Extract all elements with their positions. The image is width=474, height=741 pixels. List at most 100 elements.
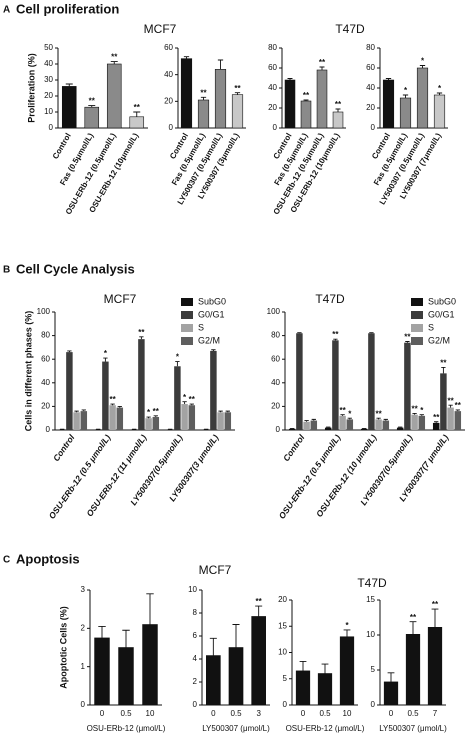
x-tick-label: 3 [256, 709, 261, 718]
x-tick-label: 0.5 [319, 709, 331, 718]
bar [116, 407, 124, 430]
error-bar [146, 416, 151, 419]
error-bar [234, 92, 241, 95]
y-tick-label: 1 [81, 662, 86, 671]
x-tick-label: 7 [433, 709, 438, 718]
bar [433, 94, 446, 129]
significance: ** [432, 600, 439, 609]
significance: ** [375, 409, 382, 418]
significance: ** [433, 413, 440, 422]
bar [66, 352, 73, 430]
bar [303, 421, 310, 430]
error-bar [110, 61, 118, 64]
bar [324, 427, 332, 430]
error-bar [209, 637, 217, 656]
error-bar [255, 605, 263, 617]
bar [138, 339, 145, 430]
x-tick-label: Control [51, 432, 77, 463]
x-tick-label: 0 [100, 709, 105, 718]
bar [94, 637, 110, 706]
error-bar [117, 405, 122, 408]
significance: * [147, 408, 151, 417]
error-bar [385, 78, 392, 80]
error-bar [122, 629, 130, 648]
error-bar [340, 414, 345, 416]
y-tick-label: 0 [49, 123, 54, 132]
error-bar [419, 65, 426, 68]
bar [181, 404, 188, 430]
error-bar [333, 338, 338, 341]
y-tick-label: 40 [271, 378, 280, 387]
bar [382, 420, 390, 430]
cell-line-title: MCF7 [104, 292, 137, 306]
bar [118, 647, 134, 706]
y-tick-label: 0 [283, 700, 288, 709]
y-tick-label: 40 [44, 59, 53, 68]
error-bar [335, 108, 341, 112]
error-bar [182, 401, 187, 405]
y-tick-label: 20 [268, 103, 277, 112]
bar [61, 86, 77, 129]
bar [454, 411, 462, 430]
legend-swatch [181, 311, 193, 319]
error-bar [189, 403, 194, 406]
x-tick-label: Control [51, 132, 73, 161]
error-bar [431, 608, 439, 628]
y-tick-label: 20 [44, 91, 53, 100]
bar [310, 420, 318, 430]
error-bar [217, 59, 224, 70]
y-tick-label: 60 [271, 354, 280, 363]
panel-title: Cell Cycle Analysis [16, 261, 135, 276]
y-tick-label: 20 [366, 103, 375, 112]
significance: ** [89, 97, 96, 106]
error-bar [218, 410, 223, 413]
y-tick-label: 8 [193, 608, 198, 617]
bar [382, 79, 395, 129]
bar [106, 63, 122, 129]
bar [368, 333, 375, 430]
bar [228, 647, 244, 706]
error-bar [183, 56, 190, 59]
bar [332, 111, 344, 129]
bar [152, 417, 160, 430]
panel-letter: C [3, 555, 10, 566]
y-tick-label: 2 [193, 677, 198, 686]
x-tick-label: OSU-ERb-12 (0.5 μmol/L) [47, 433, 113, 521]
y-tick-label: 20 [41, 402, 50, 411]
significance: * [420, 406, 424, 415]
bar [73, 412, 80, 430]
legend-label: G0/G1 [198, 309, 225, 319]
significance: ** [410, 613, 417, 622]
error-bar [398, 426, 403, 428]
error-bar [419, 414, 424, 416]
y-tick-label: 30 [44, 75, 53, 84]
significance: ** [447, 396, 454, 405]
y-tick-label: 10 [278, 648, 287, 657]
significance: ** [256, 597, 263, 606]
x-axis-label: OSU-ERb-12 (μmol/L) [286, 724, 365, 733]
y-tick-label: 20 [164, 96, 173, 105]
legend-label: G0/G1 [428, 309, 455, 319]
error-bar [303, 99, 309, 101]
error-bar [347, 417, 352, 420]
error-bar [441, 367, 446, 374]
error-bar [376, 417, 381, 420]
bar [130, 429, 138, 430]
y-tick-label: 2 [81, 623, 86, 632]
error-bar [139, 336, 144, 340]
y-tick-label: 60 [366, 63, 375, 72]
significance: ** [303, 91, 310, 100]
y-tick-label: 10 [366, 630, 375, 639]
y-tick-label: 5 [371, 665, 376, 674]
significance: ** [138, 328, 145, 337]
bar [405, 633, 421, 706]
legend-swatch [181, 337, 193, 345]
y-tick-label: 40 [164, 70, 173, 79]
error-bar [326, 426, 331, 428]
error-bar [287, 78, 293, 80]
y-tick-label: 10 [44, 107, 53, 116]
significance: * [404, 86, 408, 95]
error-bar [311, 418, 316, 421]
bar [174, 366, 181, 430]
